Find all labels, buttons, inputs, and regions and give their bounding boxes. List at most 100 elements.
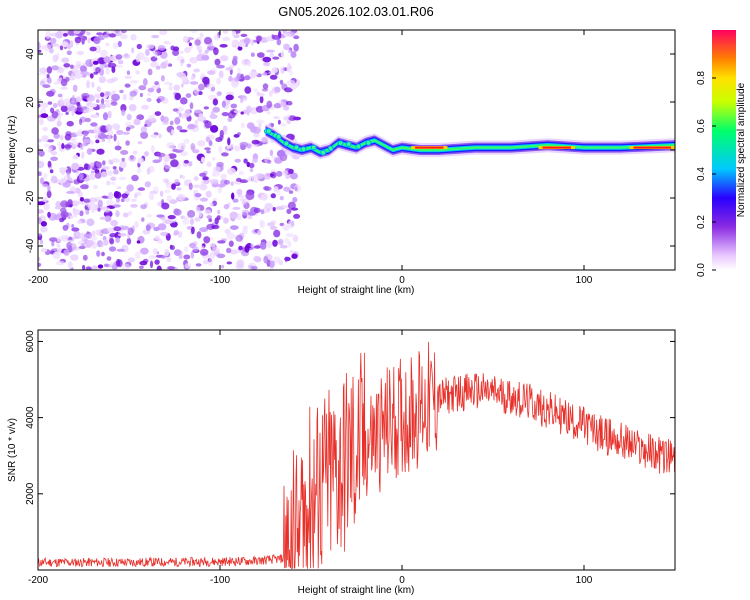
noise-blob bbox=[236, 188, 243, 196]
noise-blob bbox=[70, 137, 77, 142]
noise-blob bbox=[197, 140, 206, 147]
noise-blob bbox=[116, 248, 125, 252]
noise-blob bbox=[226, 232, 236, 240]
y-tick-label: 6000 bbox=[25, 330, 36, 353]
noise-blob bbox=[62, 33, 68, 37]
noise-blob bbox=[240, 97, 244, 104]
noise-blob bbox=[290, 220, 295, 227]
noise-blob bbox=[269, 225, 278, 230]
noise-blob bbox=[73, 106, 77, 112]
noise-blob bbox=[71, 224, 75, 228]
noise-blob bbox=[174, 178, 180, 185]
noise-blob bbox=[159, 190, 164, 197]
noise-blob bbox=[136, 167, 142, 174]
noise-blob bbox=[270, 193, 276, 199]
noise-blob bbox=[63, 98, 71, 106]
noise-blob bbox=[76, 220, 83, 224]
noise-blob bbox=[161, 75, 165, 82]
noise-blob bbox=[77, 191, 83, 198]
noise-blob bbox=[61, 41, 69, 48]
noise-blob bbox=[269, 149, 274, 157]
noise-blob bbox=[189, 218, 194, 226]
noise-blob bbox=[177, 142, 186, 151]
noise-blob bbox=[87, 37, 91, 44]
noise-blob bbox=[70, 64, 74, 69]
noise-blob bbox=[166, 195, 172, 202]
noise-blob bbox=[47, 160, 52, 168]
noise-blob bbox=[60, 86, 69, 90]
noise-blob bbox=[38, 72, 48, 76]
y-tick-label: 2000 bbox=[25, 482, 36, 505]
noise-blob bbox=[112, 90, 116, 95]
noise-blob bbox=[267, 159, 272, 164]
trace-peak-red bbox=[415, 146, 444, 149]
noise-blob bbox=[61, 57, 70, 63]
noise-blob bbox=[131, 47, 135, 54]
noise-blob bbox=[56, 260, 65, 266]
noise-blob bbox=[82, 264, 86, 270]
x-tick-label: 0 bbox=[399, 575, 405, 586]
colorbar-gradient bbox=[712, 30, 736, 270]
noise-blob bbox=[156, 214, 165, 218]
noise-blob bbox=[111, 93, 120, 102]
trace-peaks bbox=[411, 146, 675, 150]
noise-blob bbox=[79, 172, 84, 181]
noise-blob bbox=[114, 145, 122, 151]
noise-blob bbox=[278, 238, 284, 246]
noise-blob bbox=[156, 265, 162, 270]
noise-blob bbox=[240, 73, 244, 79]
noise-blob bbox=[167, 266, 176, 270]
noise-blob bbox=[116, 140, 120, 147]
noise-blob bbox=[245, 178, 254, 182]
noise-blob bbox=[66, 177, 73, 181]
noise-blob bbox=[216, 91, 222, 96]
noise-blob bbox=[136, 114, 145, 121]
noise-blob bbox=[176, 187, 182, 191]
noise-blob bbox=[164, 165, 171, 169]
noise-blob bbox=[171, 183, 176, 190]
noise-blob bbox=[97, 264, 104, 269]
noise-blob bbox=[241, 201, 247, 205]
noise-blob bbox=[83, 163, 89, 170]
noise-blob bbox=[104, 99, 110, 103]
noise-blob bbox=[99, 216, 107, 220]
noise-blob bbox=[61, 235, 69, 240]
noise-blob bbox=[160, 61, 168, 69]
x-tick-label: -200 bbox=[28, 275, 48, 286]
noise-blob bbox=[80, 184, 89, 190]
noise-blob bbox=[221, 152, 229, 157]
noise-blob bbox=[105, 67, 110, 75]
noise-blob bbox=[168, 85, 173, 91]
trace-dot bbox=[355, 143, 362, 150]
noise-blob bbox=[86, 218, 95, 227]
noise-blob bbox=[154, 111, 162, 116]
noise-blob bbox=[201, 55, 210, 61]
noise-blob bbox=[222, 30, 229, 35]
noise-blob bbox=[235, 264, 245, 269]
noise-blob bbox=[282, 30, 288, 34]
noise-blob bbox=[115, 210, 120, 218]
noise-blob bbox=[59, 45, 64, 51]
noise-blob bbox=[136, 240, 141, 244]
noise-blob bbox=[190, 143, 196, 151]
noise-blob bbox=[120, 30, 127, 34]
noise-blob bbox=[103, 207, 111, 213]
noise-blob bbox=[133, 118, 141, 126]
noise-blob bbox=[190, 250, 195, 259]
noise-blob bbox=[38, 201, 46, 206]
noise-blob bbox=[256, 52, 265, 58]
noise-blob bbox=[113, 169, 119, 175]
noise-blob bbox=[181, 113, 187, 119]
noise-blob bbox=[120, 198, 125, 203]
noise-blob bbox=[49, 237, 58, 242]
snr-y-label: SNR (10 * v/v) bbox=[7, 418, 18, 482]
noise-blob bbox=[38, 217, 42, 225]
noise-blob bbox=[246, 122, 255, 130]
noise-blob bbox=[238, 170, 244, 176]
noise-blob bbox=[230, 181, 234, 186]
noise-blob bbox=[293, 43, 299, 52]
noise-blob bbox=[90, 162, 95, 169]
noise-blob bbox=[121, 193, 128, 199]
noise-blob bbox=[46, 139, 55, 143]
